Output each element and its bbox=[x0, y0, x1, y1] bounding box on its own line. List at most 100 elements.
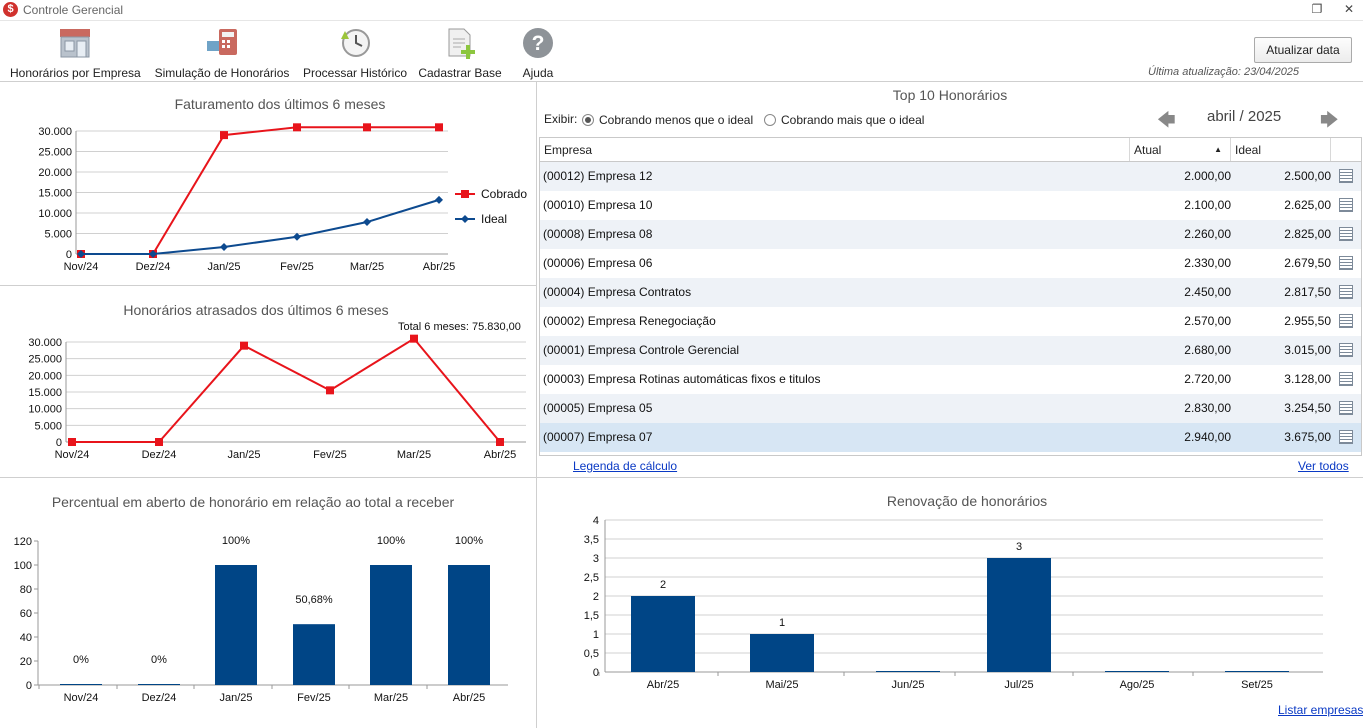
x-tick-label: Set/25 bbox=[1241, 679, 1273, 691]
bar bbox=[750, 634, 814, 672]
x-tick-label: Abr/25 bbox=[453, 692, 485, 704]
bar bbox=[370, 565, 412, 685]
data-point bbox=[293, 123, 301, 132]
cell-ideal: 3.015,00 bbox=[1284, 343, 1331, 357]
y-tick-label: 80 bbox=[20, 584, 32, 596]
y-tick-label: 10.000 bbox=[28, 404, 62, 416]
x-tick-label: Dez/24 bbox=[142, 449, 177, 461]
previous-month-arrow-icon[interactable]: 🡄 bbox=[1157, 110, 1176, 130]
table-row[interactable]: (00005) Empresa 05 2.830,00 3.254,50 bbox=[540, 394, 1361, 423]
table-row[interactable]: (00012) Empresa 12 2.000,00 2.500,00 bbox=[540, 162, 1361, 191]
atualizar-data-button[interactable]: Atualizar data bbox=[1254, 37, 1352, 63]
series-line bbox=[81, 198, 440, 255]
restore-icon[interactable]: ❐ bbox=[1311, 2, 1323, 16]
legenda-de-calculo-link[interactable]: Legenda de cálculo bbox=[573, 459, 678, 473]
radio-cobrando-mais[interactable]: Cobrando mais que o ideal bbox=[764, 113, 924, 127]
y-tick-label: 2 bbox=[593, 591, 599, 603]
data-point bbox=[240, 341, 248, 350]
cell-ideal: 3.128,00 bbox=[1284, 372, 1331, 386]
document-add-icon bbox=[448, 28, 475, 59]
listar-empresas-link[interactable]: Listar empresas bbox=[1278, 703, 1363, 717]
bar bbox=[876, 671, 940, 672]
y-tick-label: 60 bbox=[20, 608, 32, 620]
data-label: 100% bbox=[222, 535, 250, 547]
cell-empresa: (00004) Empresa Contratos bbox=[543, 285, 692, 299]
bar bbox=[987, 558, 1051, 672]
y-tick-label: 30.000 bbox=[38, 126, 72, 138]
data-point bbox=[68, 438, 76, 446]
data-point bbox=[293, 232, 301, 241]
x-tick-label: Fev/25 bbox=[297, 692, 331, 704]
table-row[interactable]: (00003) Empresa Rotinas automáticas fixo… bbox=[540, 365, 1361, 394]
column-header-label: Atual bbox=[1134, 143, 1162, 157]
y-tick-label: 2,5 bbox=[584, 572, 599, 584]
x-tick-label: Fev/25 bbox=[280, 261, 314, 273]
legend-label: Cobrado bbox=[481, 187, 527, 201]
series-line bbox=[72, 337, 501, 443]
ajuda-button[interactable]: ? Ajuda bbox=[516, 27, 560, 80]
data-point bbox=[77, 250, 85, 258]
cell-ideal: 2.500,00 bbox=[1284, 169, 1331, 183]
cell-atual: 2.680,00 bbox=[1184, 343, 1231, 357]
cadastrar-base-button[interactable]: Cadastrar Base bbox=[418, 27, 502, 80]
column-header-empresa[interactable]: Empresa bbox=[540, 138, 1130, 161]
x-tick-label: Jan/25 bbox=[219, 692, 252, 704]
details-list-icon[interactable] bbox=[1339, 198, 1353, 212]
radio-cobrando-menos[interactable]: Cobrando menos que o ideal bbox=[582, 113, 753, 127]
next-month-arrow-icon[interactable]: 🡆 bbox=[1320, 110, 1339, 130]
ver-todos-link[interactable]: Ver todos bbox=[1298, 459, 1349, 473]
x-tick-label: Mar/25 bbox=[350, 261, 384, 273]
cell-ideal: 2.625,00 bbox=[1284, 198, 1331, 212]
bar bbox=[631, 596, 695, 672]
details-list-icon[interactable] bbox=[1339, 401, 1353, 415]
x-tick-label: Nov/24 bbox=[64, 692, 99, 704]
y-tick-label: 20.000 bbox=[38, 167, 72, 179]
data-point bbox=[496, 438, 504, 446]
data-point bbox=[149, 250, 157, 258]
table-row[interactable]: (00008) Empresa 08 2.260,00 2.825,00 bbox=[540, 220, 1361, 249]
cell-action bbox=[1331, 191, 1361, 220]
cell-empresa: (00007) Empresa 07 bbox=[543, 430, 653, 444]
series-line bbox=[81, 126, 439, 255]
cell-atual: 2.000,00 bbox=[1184, 169, 1231, 183]
processar-historico-button[interactable]: Processar Histórico bbox=[302, 27, 408, 80]
column-header-atual[interactable]: Atual ▲ bbox=[1130, 138, 1231, 161]
y-tick-label: 10.000 bbox=[38, 208, 72, 220]
bar bbox=[138, 684, 180, 685]
details-list-icon[interactable] bbox=[1339, 430, 1353, 444]
y-tick-label: 25.000 bbox=[28, 354, 62, 366]
y-tick-label: 5.000 bbox=[44, 229, 72, 241]
details-list-icon[interactable] bbox=[1339, 343, 1353, 357]
honorarios-por-empresa-button[interactable]: Honorários por Empresa bbox=[10, 27, 141, 80]
help-icon: ? bbox=[523, 28, 553, 58]
cell-ideal: 2.955,50 bbox=[1284, 314, 1331, 328]
cell-ideal: 2.825,00 bbox=[1284, 227, 1331, 241]
data-point bbox=[435, 123, 443, 132]
simulacao-de-honorarios-button[interactable]: Simulação de Honorários bbox=[153, 27, 291, 80]
details-list-icon[interactable] bbox=[1339, 256, 1353, 270]
details-list-icon[interactable] bbox=[1339, 227, 1353, 241]
details-list-icon[interactable] bbox=[1339, 169, 1353, 183]
table-row[interactable]: (00007) Empresa 07 2.940,00 3.675,00 bbox=[540, 423, 1361, 452]
atrasados-title: Honorários atrasados dos últimos 6 meses bbox=[123, 302, 389, 318]
table-row[interactable]: (00001) Empresa Controle Gerencial 2.680,… bbox=[540, 336, 1361, 365]
y-tick-label: 0 bbox=[56, 437, 62, 449]
table-row[interactable]: (00004) Empresa Contratos 2.450,00 2.817,5… bbox=[540, 278, 1361, 307]
details-list-icon[interactable] bbox=[1339, 372, 1353, 386]
x-tick-label: Abr/25 bbox=[647, 679, 679, 691]
close-icon[interactable]: ✕ bbox=[1343, 2, 1355, 16]
data-point bbox=[326, 386, 334, 395]
table-row[interactable]: (00002) Empresa Renegociação 2.570,00 2.95… bbox=[540, 307, 1361, 336]
table-row[interactable]: (00006) Empresa 06 2.330,00 2.679,50 bbox=[540, 249, 1361, 278]
details-list-icon[interactable] bbox=[1339, 285, 1353, 299]
data-label: 1 bbox=[779, 617, 785, 629]
cell-ideal: 2.817,50 bbox=[1284, 285, 1331, 299]
y-tick-label: 0 bbox=[66, 249, 72, 261]
cell-action bbox=[1331, 394, 1361, 423]
legend-label: Ideal bbox=[481, 212, 507, 226]
y-tick-label: 4 bbox=[593, 515, 599, 527]
table-row[interactable]: (00010) Empresa 10 2.100,00 2.625,00 bbox=[540, 191, 1361, 220]
details-list-icon[interactable] bbox=[1339, 314, 1353, 328]
column-header-ideal[interactable]: Ideal bbox=[1231, 138, 1331, 161]
cell-action bbox=[1331, 336, 1361, 365]
